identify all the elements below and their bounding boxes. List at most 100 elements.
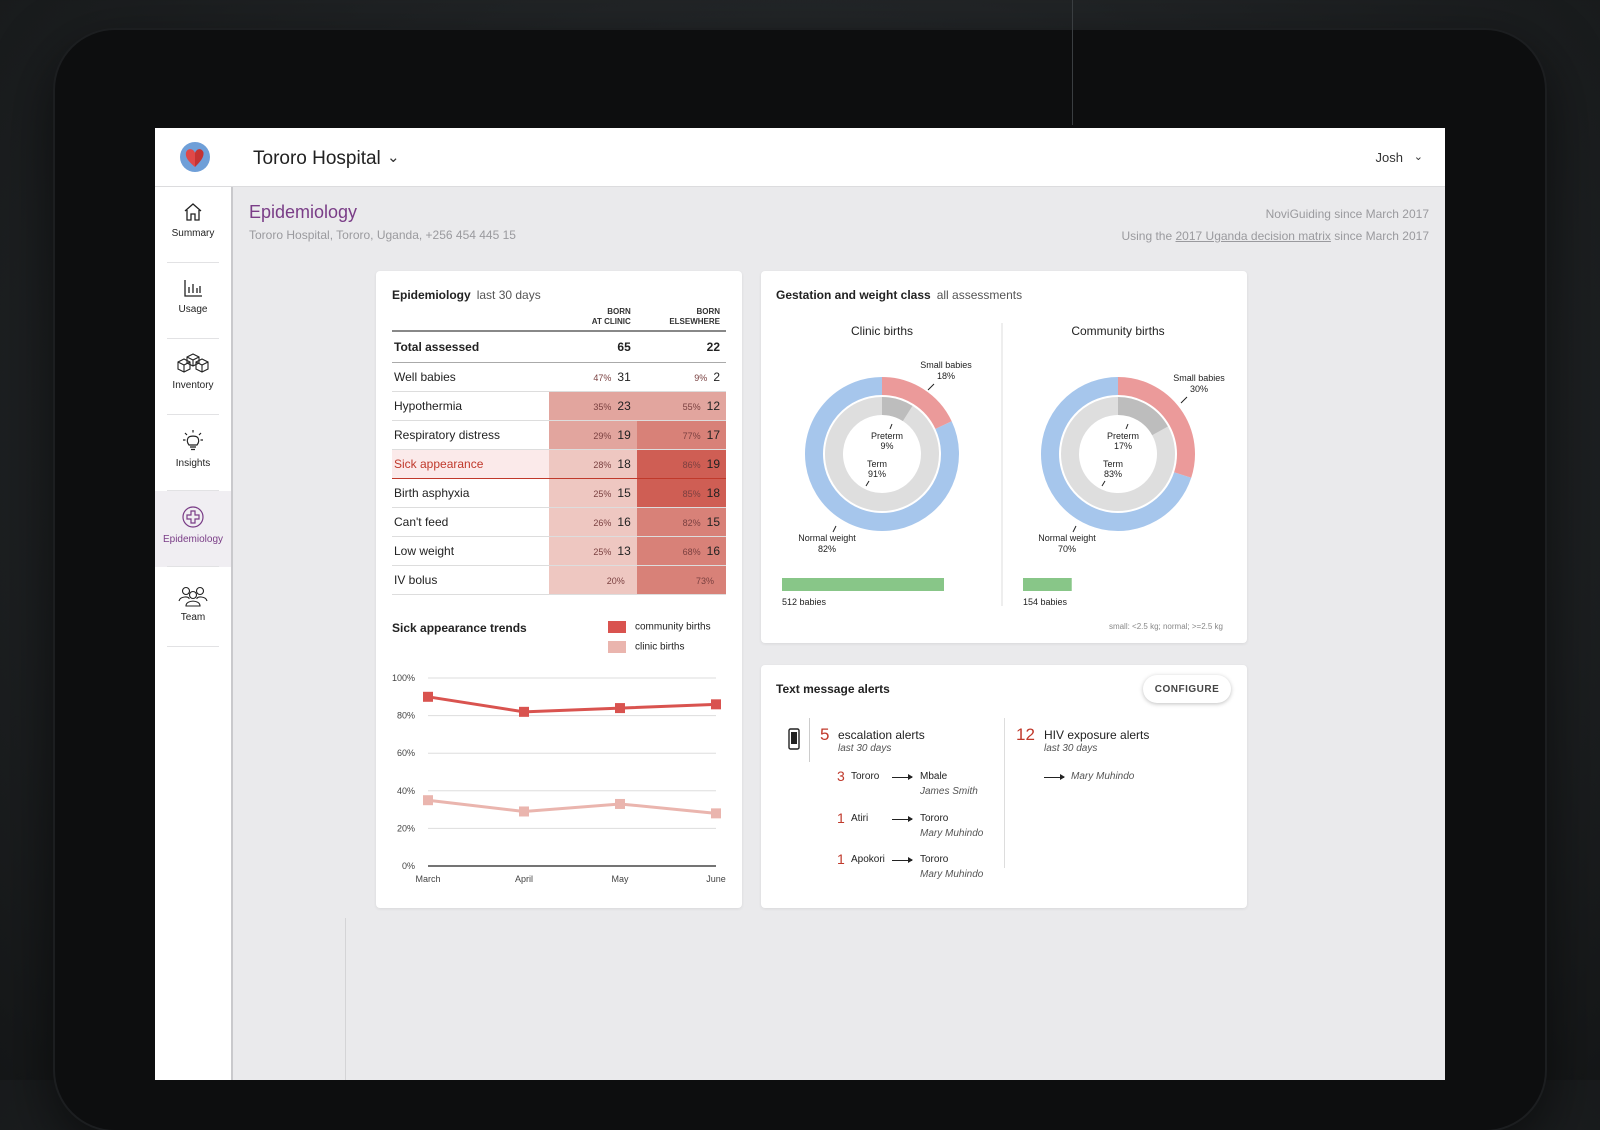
normal-weight-label: Normal weight [798, 533, 856, 543]
epidemiology-title: Epidemiology last 30 days [392, 288, 541, 302]
clinic-value: 23 [617, 399, 631, 413]
legend-swatch [608, 621, 626, 633]
data-point [519, 806, 529, 817]
elsewhere-value: 16 [706, 544, 720, 558]
row-label: Hypothermia [392, 391, 549, 421]
configure-button[interactable]: CONFIGURE [1143, 675, 1231, 703]
clinic-cell: 28% 18 [548, 449, 637, 479]
row-label: Total assessed [392, 331, 549, 363]
sidebar-item-epidemiology[interactable]: Epidemiology [155, 491, 231, 567]
elsewhere-value: 18 [706, 486, 720, 500]
decision-matrix-note: Using the 2017 Uganda decision matrix si… [1121, 229, 1429, 243]
sidebar-item-summary[interactable]: Summary [155, 187, 231, 263]
elsewhere-pct: 55% [682, 402, 701, 412]
normal-weight-pct: 70% [1058, 544, 1076, 554]
data-point [615, 703, 625, 714]
header-born-elsewhere: BORN ELSEWHERE [636, 307, 726, 332]
route-count: 1 [837, 810, 845, 826]
card-period: all assessments [936, 288, 1023, 302]
route-person: Mary Muhindo [920, 869, 984, 880]
sidebar-item-insights[interactable]: Insights [155, 415, 231, 491]
gestation-title: Gestation and weight class all assessment… [776, 288, 1022, 302]
leader-line [1125, 423, 1129, 430]
arrow-right-icon [892, 816, 913, 822]
small-babies-label: Small babies [920, 360, 972, 370]
clinic-pct: 26% [593, 518, 612, 528]
sick-appearance-trend-chart: 0% 20% 40% 60% 80% 100% March April May June [392, 673, 726, 884]
user-menu[interactable]: Josh [1375, 150, 1403, 165]
home-icon [184, 203, 202, 221]
row-label: Low weight [392, 536, 549, 566]
escalation-label: escalation alerts [838, 728, 925, 742]
clinic-value: 15 [617, 486, 631, 500]
background-seam [1072, 0, 1073, 125]
clinic-value: 18 [617, 457, 631, 471]
clinic-cell: 26% 16 [548, 507, 637, 537]
leader-line [1180, 396, 1188, 404]
route-to: Mbale [920, 771, 948, 782]
elsewhere-cell: 73% [636, 565, 726, 595]
y-tick-label: 60% [397, 748, 415, 758]
data-point [519, 706, 529, 717]
clinic-value: 16 [617, 515, 631, 529]
route-from: Atiri [851, 813, 869, 824]
donut-title: Community births [1071, 324, 1164, 338]
elsewhere-cell: 77% 17 [636, 420, 726, 450]
header-line: BORN [696, 307, 720, 316]
gestation-card: Gestation and weight class all assessment… [761, 271, 1247, 643]
table-row: Well babies 47% 31 9% 2 [392, 362, 726, 392]
clinic-cell: 25% 15 [548, 478, 637, 508]
row-label: Can't feed [392, 507, 549, 537]
card-title-text: Epidemiology [392, 288, 471, 302]
preterm-pct: 17% [1114, 441, 1132, 451]
clinic-pct: 35% [593, 402, 612, 412]
x-tick-label: March [415, 874, 440, 884]
bar-chart-icon [184, 280, 202, 297]
sidebar-item-label: Usage [178, 304, 208, 315]
table-row: Sick appearance 28% 18 86% 19 [392, 449, 726, 479]
elsewhere-cell: 82% 15 [636, 507, 726, 537]
term-label: Term [867, 459, 887, 469]
preterm-label: Preterm [871, 431, 903, 441]
small-babies-label: Small babies [1173, 373, 1225, 383]
clinic-cell: 29% 19 [548, 420, 637, 450]
medical-cross-icon [182, 506, 204, 528]
decision-matrix-link[interactable]: 2017 Uganda decision matrix [1175, 229, 1331, 243]
hospital-selector[interactable]: Tororo Hospital [253, 148, 381, 169]
hiv-label: HIV exposure alerts [1044, 728, 1150, 742]
y-tick-label: 40% [397, 786, 415, 796]
clinic-pct: 25% [593, 547, 612, 557]
elsewhere-pct: 73% [695, 576, 714, 586]
heart-logo-icon[interactable] [180, 142, 210, 172]
alerts-card: Text message alerts CONFIGURE 5 escalati… [761, 665, 1247, 908]
arrow-right-icon [1044, 774, 1065, 780]
small-babies-pct: 18% [937, 371, 955, 381]
sidebar-item-usage[interactable]: Usage [155, 263, 231, 339]
clinic-cell: 35% 23 [548, 391, 637, 421]
meta-suffix: since March 2017 [1334, 229, 1429, 243]
page-subtitle: Tororo Hospital, Tororo, Uganda, +256 45… [249, 228, 516, 242]
route-to: Tororo [920, 854, 949, 865]
series-line [427, 695, 717, 714]
header-line: ELSEWHERE [669, 317, 720, 326]
table-row: Hypothermia 35% 23 55% 12 [392, 391, 726, 421]
x-tick-label: June [706, 874, 726, 884]
elsewhere-value: 19 [706, 457, 720, 471]
route-person: Mary Muhindo [1071, 771, 1135, 782]
meta-prefix: Using the [1121, 229, 1173, 243]
clinic-cell: 47% 31 [548, 362, 637, 392]
divider [809, 718, 810, 762]
table-row: Birth asphyxia 25% 15 85% 18 [392, 478, 726, 508]
chevron-down-icon[interactable]: ⌄ [1413, 151, 1423, 163]
babies-count-bar [1023, 578, 1072, 591]
sidebar-item-inventory[interactable]: Inventory [155, 339, 231, 415]
term-arc [825, 397, 939, 511]
preterm-arc [881, 397, 913, 422]
clinic-cell: 25% 13 [548, 536, 637, 566]
trend-title: Sick appearance trends [392, 621, 527, 635]
table-row: Can't feed 26% 16 82% 15 [392, 507, 726, 537]
sidebar-item-team[interactable]: Team [155, 571, 231, 647]
chevron-down-icon[interactable]: ⌄ [387, 149, 400, 166]
hiv-period: last 30 days [1044, 743, 1098, 754]
